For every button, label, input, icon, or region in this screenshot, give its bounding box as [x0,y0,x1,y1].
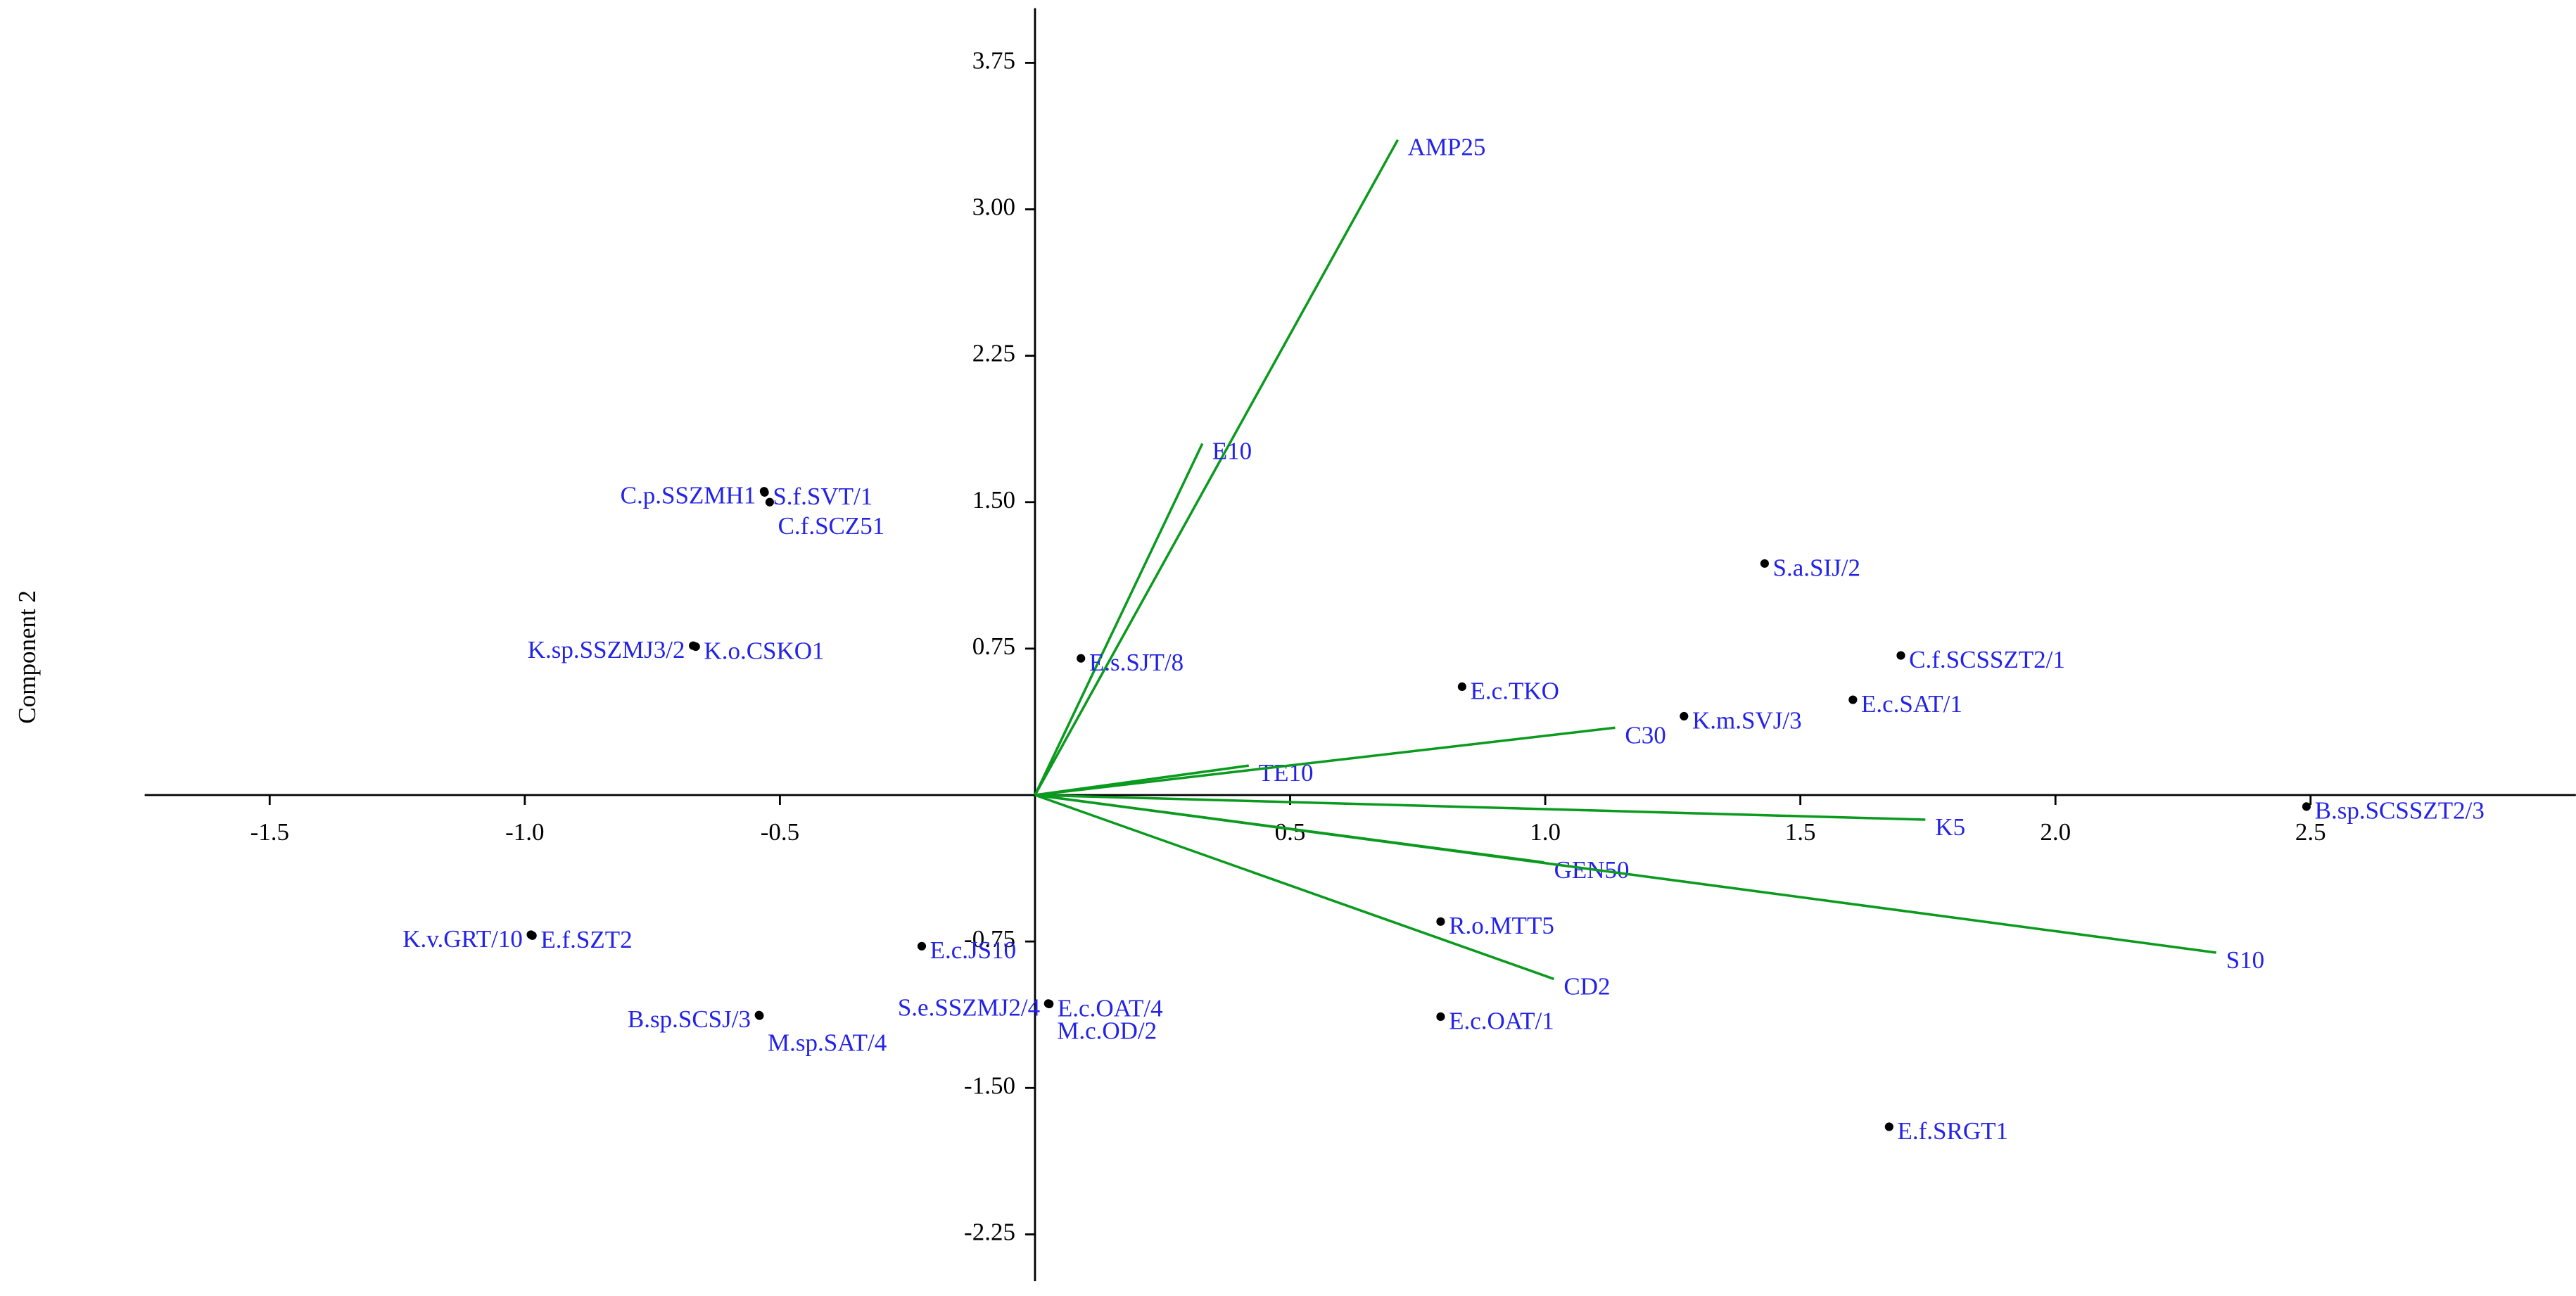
vector-label: E10 [1212,438,1252,465]
x-tick-label: 1.0 [1530,818,1561,846]
loading-vector [1034,794,2216,954]
point-label: E.c.SAT/1 [1861,690,1962,718]
point-label: S.e.SSZMJ2/4 [898,994,1040,1022]
point-label: K.v.GRT/10 [402,925,523,953]
loading-vector [1034,794,1554,981]
point [765,497,774,507]
point [1044,999,1053,1008]
y-tick-label: -1.50 [964,1072,1015,1099]
y-tick-label: 3.00 [972,193,1015,221]
point [1848,695,1858,704]
x-tick-label: 1.5 [1785,818,1816,846]
vector-label: CD2 [1563,972,1610,1000]
vector-label: K5 [1935,813,1965,841]
point-label: E.c.OAT/1 [1449,1007,1554,1034]
point-label: R.o.MTT5 [1449,912,1554,939]
point-label: S.a.SIJ/2 [1773,554,1860,581]
point [760,488,769,497]
point [528,931,537,940]
point [917,941,927,951]
y-tick-label: 0.75 [972,633,1015,660]
point-label: E.c.OAT/4 [1058,994,1163,1022]
x-tick-label: 0.5 [1275,818,1306,846]
y-tick-label: 1.50 [972,486,1015,514]
point-label: C.p.SSZMH1 [621,482,756,509]
point [1680,711,1689,720]
point-label: K.o.CSKO1 [704,637,824,664]
point [1436,1012,1445,1022]
point-label: C.f.SCZ51 [778,512,885,540]
point [1760,559,1769,568]
point-label: E.f.SRGT1 [1897,1117,2008,1145]
x-tick-label: -1.0 [505,818,544,846]
vector-label: C30 [1625,721,1665,749]
point-label: K.m.SVJ/3 [1692,706,1802,734]
y-tick-label: 3.75 [972,46,1015,74]
y-tick-label: -0.75 [964,925,1015,953]
y-axis-label: Component 2 [13,590,41,724]
y-tick-label: -2.25 [964,1218,1015,1245]
point [1077,654,1086,663]
vector-label: AMP25 [1408,134,1486,161]
point [1436,917,1445,926]
point-label: S.f.SVT/1 [773,483,873,510]
point [1884,1122,1893,1131]
point-label: C.f.SCSSZT2/1 [1909,646,2065,673]
point-label: E.c.TKO [1471,677,1559,704]
point [691,642,700,652]
vector-label: S10 [2226,946,2264,974]
x-tick-label: 2.5 [2295,818,2326,846]
point [1896,651,1905,660]
y-tick-label: 2.25 [972,340,1015,367]
loading-vector [1034,726,1616,796]
point-label: B.sp.SCSJ/3 [628,1005,751,1033]
point-label: E.f.SZT2 [540,926,632,953]
x-tick-label: 2.0 [2040,818,2071,846]
point-label: K.sp.SSZMJ3/2 [528,636,685,663]
point [755,1011,764,1020]
loading-vector [1034,794,1926,821]
point-label: E.c.JS10 [930,936,1017,964]
x-tick-label: -0.5 [761,818,799,846]
point [2302,802,2311,811]
point-label: B.sp.SCSSZT2/3 [2315,797,2485,825]
point-label: M.sp.SAT/4 [768,1029,887,1057]
loading-vector [1034,443,1204,796]
point-label: M.c.OD/2 [1057,1017,1157,1045]
x-tick-label: -1.5 [250,818,289,846]
point [1457,682,1466,692]
loading-vector [1034,139,1400,796]
point-label: E.s.SJT/8 [1089,649,1184,676]
